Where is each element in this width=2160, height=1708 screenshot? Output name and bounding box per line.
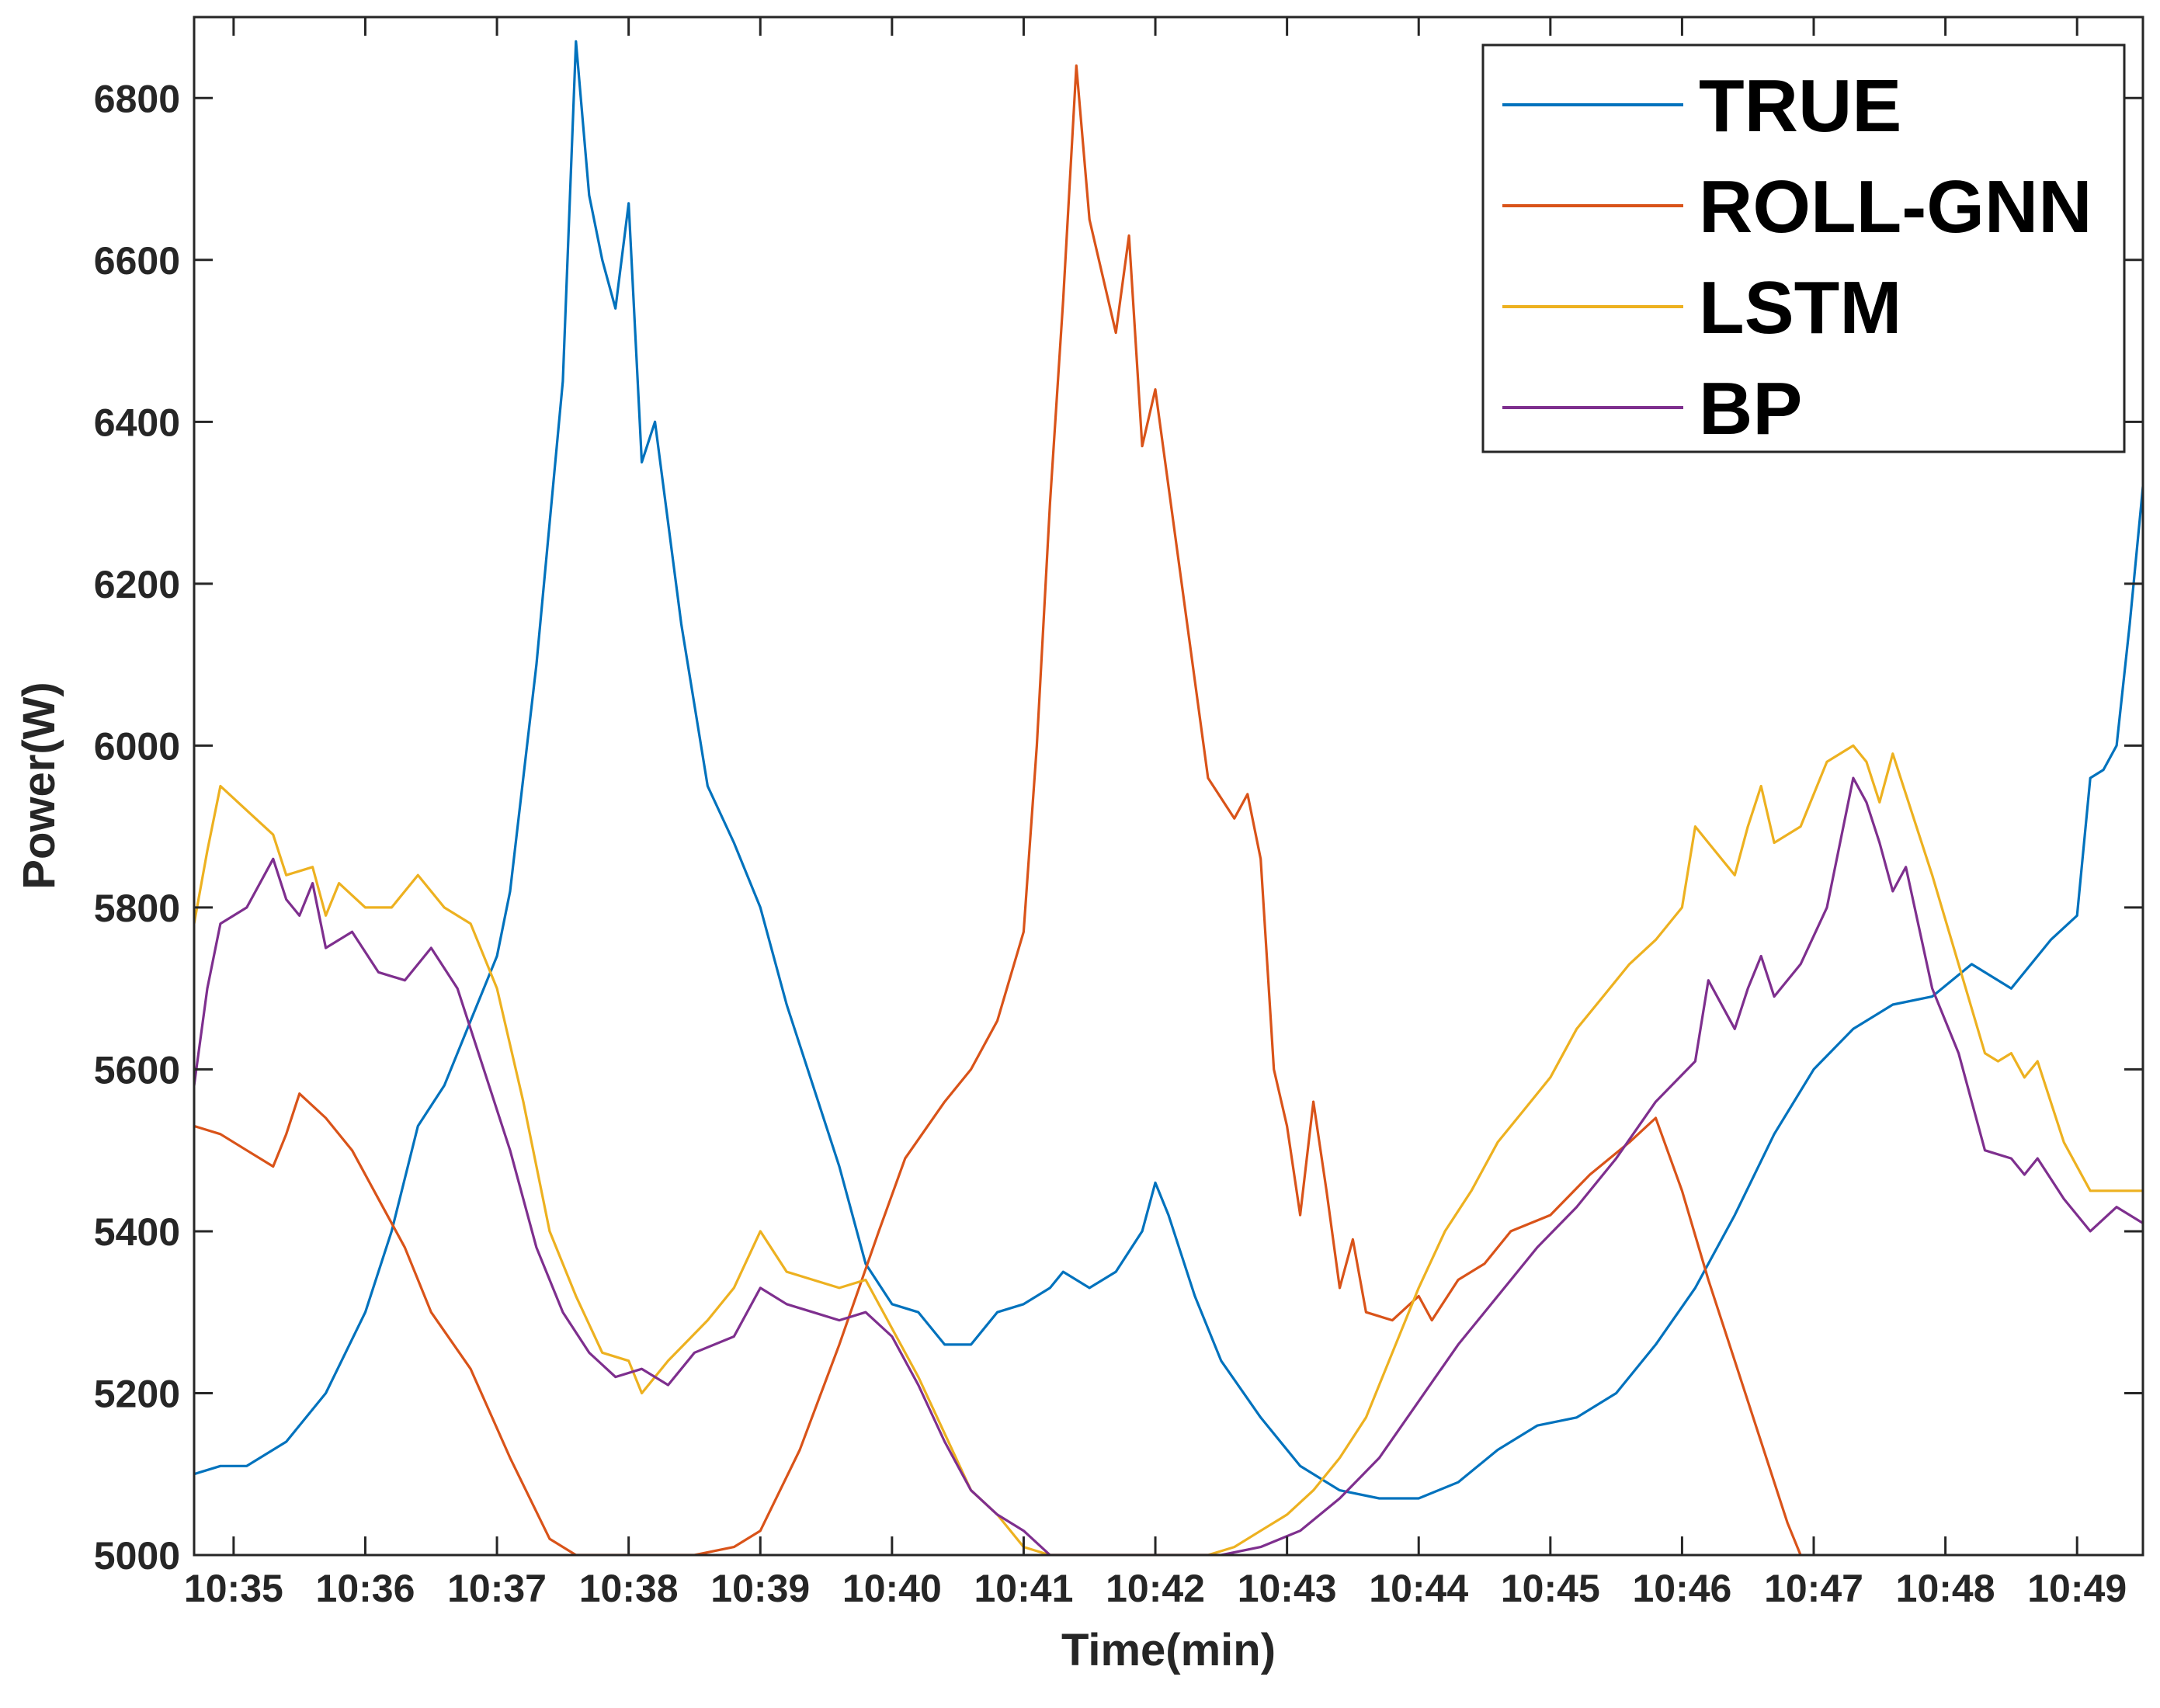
y-tick-label: 6800	[94, 77, 180, 120]
axis-layer: 10:35 10:36 10:37 10:38 10:39 10:40 10:41 10:42…	[94, 17, 2143, 1610]
series-layer	[194, 40, 2143, 1555]
y-tick-label: 5400	[94, 1210, 180, 1254]
x-tick-label: 10:47	[1764, 1567, 1863, 1610]
legend: TRUE ROLL-GNN LSTM BP	[1481, 43, 2126, 453]
x-tick-label: 10:41	[974, 1567, 1074, 1610]
x-tick-label: 10:48	[1896, 1567, 1995, 1610]
legend-label-lstm: LSTM	[1699, 266, 1901, 349]
x-tick-label: 10:43	[1238, 1567, 1337, 1610]
x-tick-label: 10:42	[1106, 1567, 1205, 1610]
y-tick-label: 5800	[94, 887, 180, 930]
series-line-roll-gnn	[194, 64, 1802, 1555]
legend-label-roll-gnn: ROLL-GNN	[1699, 165, 2092, 248]
y-tick-label: 6000	[94, 724, 180, 768]
legend-label-bp: BP	[1699, 367, 1802, 450]
plot-area-frame	[193, 16, 2144, 1557]
legend-label-true: TRUE	[1699, 64, 1901, 148]
x-tick-label: 10:37	[447, 1567, 547, 1610]
series-line-bp	[194, 776, 2143, 1555]
legend-box	[1481, 43, 2126, 453]
x-tick-label: 10:44	[1369, 1567, 1468, 1610]
x-tick-label: 10:38	[579, 1567, 679, 1610]
y-tick-label: 5000	[94, 1534, 180, 1578]
y-axis-title: Power(W)	[14, 682, 64, 889]
x-tick-label: 10:45	[1501, 1567, 1600, 1610]
x-tick-label: 10:36	[316, 1567, 415, 1610]
y-tick-label: 5200	[94, 1372, 180, 1415]
series-line-lstm	[194, 744, 2143, 1555]
series-line-true	[194, 40, 2143, 1500]
y-tick-label: 6200	[94, 563, 180, 606]
y-tick-label: 6400	[94, 401, 180, 444]
x-tick-label: 10:39	[710, 1567, 810, 1610]
x-tick-label: 10:49	[2027, 1567, 2127, 1610]
y-tick-label: 6600	[94, 239, 180, 283]
x-tick-label: 10:46	[1632, 1567, 1731, 1610]
x-axis-title: Time(min)	[1061, 1625, 1276, 1675]
x-tick-label: 10:40	[842, 1567, 942, 1610]
x-tick-label: 10:35	[184, 1567, 283, 1610]
y-tick-label: 5600	[94, 1048, 180, 1092]
